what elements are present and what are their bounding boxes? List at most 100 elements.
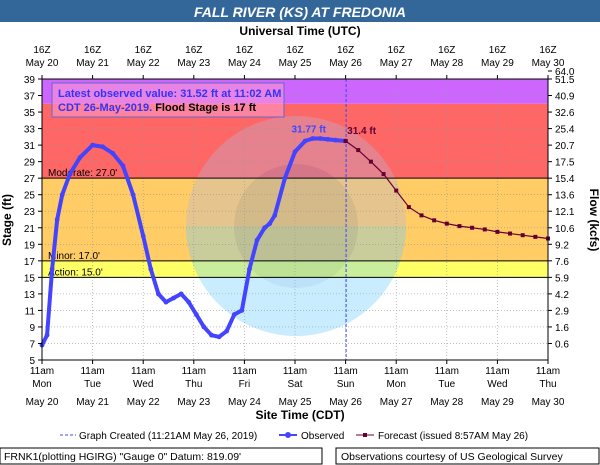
top-tick-label-time: 16Z — [33, 45, 50, 56]
left-tick-label: 11 — [25, 306, 36, 317]
bottom-tick-label-time: 11am — [536, 366, 560, 377]
info-line-1: Latest observed value: 31.52 ft at 11:02… — [58, 88, 281, 100]
observed-point — [140, 233, 146, 239]
legend-forecast: Forecast (issued 8:57AM May 26) — [378, 431, 528, 442]
right-tick-label: 25.4 — [555, 125, 575, 136]
bottom-tick-label-time: 11am — [30, 366, 54, 377]
bottom-tick-label-weekday: Thu — [185, 379, 202, 390]
info-box: Latest observed value: 31.52 ft at 11:02… — [51, 82, 285, 118]
top-tick-label-time: 16Z — [388, 45, 405, 56]
top-tick-label-date: May 25 — [279, 58, 312, 69]
bottom-tick-label-time: 11am — [333, 366, 357, 377]
observed-point — [333, 137, 338, 143]
right-tick-label: 13.6 — [555, 191, 575, 202]
forecast-point — [368, 159, 373, 164]
forecast-point — [457, 224, 462, 229]
right-tick-label: 40.9 — [555, 92, 575, 103]
bottom-tick-label-date: May 25 — [279, 397, 312, 408]
forecast-point — [520, 233, 525, 238]
bottom-tick-label-time: 11am — [131, 366, 155, 377]
left-tick-label: 19 — [24, 240, 36, 251]
footer-datum: FRNK1(plotting HGIRG) "Gauge 0" Datum: 8… — [4, 451, 241, 463]
bottom-tick-label-date: May 23 — [177, 397, 210, 408]
forecast-point — [343, 138, 348, 143]
right-tick-label: 2.9 — [555, 306, 569, 317]
bottom-tick-label-weekday: Tue — [438, 379, 455, 390]
footer-left-box — [0, 447, 323, 465]
left-tick-label: 27 — [24, 174, 36, 185]
right-tick-label: 51.5 — [555, 75, 575, 86]
left-tick-label: 17 — [24, 257, 36, 268]
right-tick-label: 0.6 — [555, 339, 569, 350]
left-tick-label: 33 — [24, 125, 36, 136]
observed-point — [100, 144, 106, 150]
left-tick-label: 25 — [24, 191, 36, 202]
observed-point — [130, 192, 136, 198]
observed-point — [310, 136, 316, 141]
right-tick-label: 9.2 — [555, 240, 569, 251]
left-tick-label: 7 — [29, 339, 35, 350]
observed-point — [224, 328, 230, 334]
observed-point — [186, 299, 192, 305]
right-tick-label: 4.2 — [555, 290, 569, 301]
forecast-point — [419, 213, 424, 218]
top-tick-label-date: May 29 — [481, 58, 514, 69]
forecast-point — [533, 234, 538, 239]
legend-forecast-swatch — [363, 433, 367, 437]
forecast-point — [406, 205, 411, 210]
bottom-tick-label-date: May 21 — [76, 397, 109, 408]
legend-observed-swatch — [285, 432, 291, 438]
observed-point — [178, 291, 184, 297]
bottom-tick-label-weekday: Thu — [539, 379, 556, 390]
left-axis-label: Stage (ft) — [0, 194, 14, 246]
observed-point — [302, 138, 308, 144]
left-tick-label: 9 — [29, 323, 35, 334]
legend-created: Graph Created (11:21AM May 26, 2019) — [79, 431, 257, 442]
observed-point — [325, 136, 331, 142]
footer-right-box — [335, 447, 600, 465]
observed-point — [163, 299, 169, 305]
info-line-2-date: CDT 26-May-2019. — [58, 102, 152, 114]
top-tick-label-time: 16Z — [489, 45, 506, 56]
right-tick-label: 5.9 — [555, 273, 569, 284]
legend: Graph Created (11:21AM May 26, 2019) Obs… — [60, 431, 528, 442]
axes: 5 7 9 11 13 15 17 19 21 23 25 27 29 31 33 35 37 39 0.6 1.6 2… — [24, 45, 575, 408]
observed-peak-label: 31.77 ft — [291, 125, 326, 136]
top-tick-label-date: May 27 — [380, 58, 413, 69]
noaa-seal-outer — [186, 116, 406, 336]
threshold-label-minor: Minor: 17.0' — [48, 251, 100, 262]
peak-labels: 31.77 ft 31.4 ft — [291, 125, 376, 137]
observed-point — [77, 155, 83, 160]
left-tick-label: 29 — [24, 158, 36, 169]
observed-point — [239, 308, 245, 313]
observed-point — [254, 237, 260, 243]
threshold-label-moderate: Moderate: 27.0' — [48, 168, 117, 179]
forecast-point — [356, 148, 361, 153]
top-tick-label-time: 16Z — [135, 45, 152, 56]
bottom-tick-label-weekday: Sat — [287, 379, 302, 390]
forecast-point — [470, 225, 475, 230]
bottom-tick-label-weekday: Tue — [84, 379, 101, 390]
bottom-tick-label-weekday: Wed — [487, 379, 507, 390]
top-tick-label-date: May 26 — [329, 58, 362, 69]
bottom-tick-label-time: 11am — [485, 366, 509, 377]
observed-point — [148, 266, 154, 272]
right-tick-label: 10.6 — [555, 224, 575, 235]
bottom-tick-label-weekday: Mon — [386, 379, 405, 390]
observed-point — [44, 332, 50, 338]
top-tick-label-date: May 20 — [26, 58, 59, 69]
footer-credit: Observations courtesy of US Geological S… — [341, 451, 564, 463]
top-tick-label-time: 16Z — [236, 45, 253, 56]
left-tick-label: 13 — [24, 290, 36, 301]
top-tick-label-date: May 30 — [532, 58, 565, 69]
noaa-seal-inner-lower — [234, 226, 358, 288]
bottom-tick-label-weekday: Wed — [133, 379, 153, 390]
observed-point — [120, 163, 126, 169]
observed-point — [90, 142, 95, 148]
observed-point — [209, 332, 214, 338]
left-tick-label: 23 — [24, 207, 36, 218]
top-tick-label-time: 16Z — [84, 45, 101, 56]
title-bar — [0, 0, 600, 22]
band-action — [42, 260, 548, 278]
